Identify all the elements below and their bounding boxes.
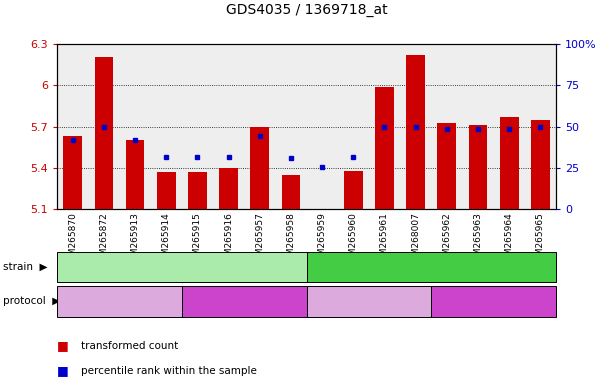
Bar xyxy=(126,141,144,209)
Bar xyxy=(188,172,207,209)
Text: transformed count: transformed count xyxy=(81,341,178,351)
Bar xyxy=(157,172,175,209)
Text: exercise-trained: exercise-trained xyxy=(199,296,289,306)
Text: ■: ■ xyxy=(57,339,69,352)
Text: strain  ▶: strain ▶ xyxy=(3,262,47,272)
Text: sedentary: sedentary xyxy=(341,296,397,306)
Text: high capacity runner: high capacity runner xyxy=(124,262,240,272)
Bar xyxy=(94,56,113,209)
Bar xyxy=(63,136,82,209)
Bar xyxy=(219,168,238,209)
Text: low capacity runner: low capacity runner xyxy=(376,262,487,272)
Bar xyxy=(282,175,300,209)
Bar xyxy=(469,125,487,209)
Bar xyxy=(406,55,425,209)
Text: protocol  ▶: protocol ▶ xyxy=(3,296,60,306)
Text: percentile rank within the sample: percentile rank within the sample xyxy=(81,366,257,376)
Bar xyxy=(251,127,269,209)
Bar xyxy=(344,171,362,209)
Bar xyxy=(438,122,456,209)
Text: sedentary: sedentary xyxy=(91,296,148,306)
Text: GDS4035 / 1369718_at: GDS4035 / 1369718_at xyxy=(226,3,387,17)
Bar xyxy=(375,87,394,209)
Text: exercise-trained: exercise-trained xyxy=(448,296,538,306)
Text: ■: ■ xyxy=(57,364,69,377)
Bar xyxy=(531,120,550,209)
Bar xyxy=(500,117,519,209)
